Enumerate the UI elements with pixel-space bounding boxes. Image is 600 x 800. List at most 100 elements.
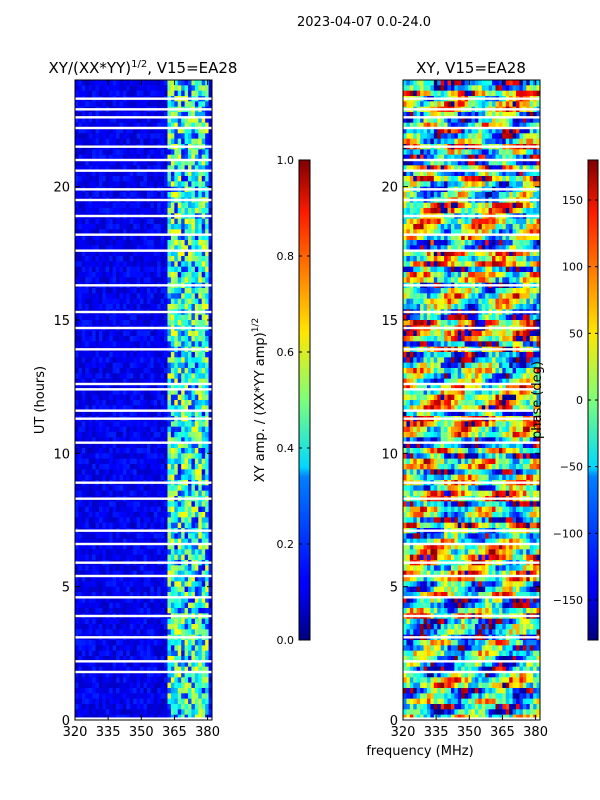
left-heatmap-cell <box>184 501 189 508</box>
left-heatmap-cell <box>153 288 158 294</box>
left-heatmap-cell <box>153 90 158 97</box>
left-heatmap-cell <box>126 485 131 492</box>
left-heatmap-cell <box>184 602 189 609</box>
left-heatmap-cell <box>136 266 141 273</box>
left-heatmap-cell <box>205 677 209 684</box>
left-heatmap-cell <box>126 437 131 444</box>
left-heatmap-cell <box>194 677 199 684</box>
left-heatmap-cell <box>75 624 79 630</box>
left-heatmap-cell <box>119 117 124 124</box>
left-heatmap-cell <box>119 176 124 182</box>
left-heatmap-cell <box>75 256 79 262</box>
left-heatmap-cell <box>181 640 185 646</box>
left-heatmap-cell <box>194 165 199 172</box>
left-heatmap-cell <box>150 650 155 657</box>
left-heatmap-cell <box>92 101 96 108</box>
left-heatmap-cell <box>88 544 93 550</box>
left-heatmap-cell <box>85 485 90 492</box>
left-heatmap-cell <box>191 362 196 369</box>
left-heatmap-cell <box>194 394 199 401</box>
left-heatmap-cell <box>174 80 179 86</box>
left-heatmap-cell <box>116 421 120 428</box>
left-heatmap-cell <box>208 330 213 337</box>
left-heatmap-cell <box>95 288 100 294</box>
left-heatmap-cell <box>153 218 158 225</box>
left-heatmap-cell <box>126 544 131 550</box>
left-heatmap-cell <box>201 293 206 300</box>
left-heatmap-cell <box>208 234 213 241</box>
left-heatmap-cell <box>164 554 168 561</box>
left-heatmap-cell <box>78 138 83 145</box>
left-heatmap-cell <box>153 448 158 454</box>
left-heatmap-cell <box>205 458 209 465</box>
left-heatmap-cell <box>181 138 185 145</box>
left-heatmap-cell <box>164 506 168 513</box>
left-heatmap-cell <box>208 517 213 524</box>
left-heatmap-cell <box>116 629 120 636</box>
right-heatmap-cell <box>430 90 435 97</box>
left-heatmap-cell <box>126 448 131 454</box>
left-heatmap-cell <box>116 693 120 700</box>
left-heatmap-cell <box>177 304 182 310</box>
left-heatmap-cell <box>170 453 175 460</box>
left-heatmap-cell <box>153 437 158 444</box>
left-heatmap-cell <box>133 538 138 545</box>
left-heatmap-cell <box>177 410 182 417</box>
left-heatmap-cell <box>109 192 114 198</box>
left-heatmap-cell <box>102 688 107 694</box>
left-heatmap-cell <box>102 128 107 134</box>
left-heatmap-cell <box>208 208 213 214</box>
left-heatmap-cell <box>208 464 213 470</box>
left-heatmap-cell <box>170 298 175 305</box>
left-heatmap-cell <box>153 490 158 497</box>
left-heatmap-cell <box>105 240 110 246</box>
left-heatmap-cell <box>157 117 162 124</box>
left-heatmap-cell <box>191 442 196 449</box>
left-heatmap-cell <box>177 400 182 406</box>
left-heatmap-cell <box>160 368 165 374</box>
left-heatmap-cell <box>85 592 90 598</box>
left-heatmap-cell <box>170 437 175 444</box>
right-heatmap-cell <box>457 80 462 86</box>
left-heatmap-cell <box>78 442 83 449</box>
left-heatmap-cell <box>150 501 155 508</box>
left-heatmap-cell <box>136 650 141 657</box>
left-heatmap-cell <box>105 117 110 124</box>
left-heatmap-cell <box>157 368 162 374</box>
left-heatmap-cell <box>92 352 96 358</box>
left-heatmap-cell <box>92 117 96 124</box>
left-heatmap-cell <box>119 485 124 492</box>
left-heatmap-cell <box>201 682 206 689</box>
left-heatmap-cell <box>188 709 192 716</box>
left-heatmap-cell <box>184 586 189 593</box>
left-heatmap-cell <box>136 330 141 337</box>
left-heatmap-cell <box>201 522 206 529</box>
left-heatmap-cell <box>194 128 199 134</box>
left-heatmap-cell <box>81 688 86 694</box>
left-heatmap-cell <box>170 293 175 300</box>
left-heatmap-cell <box>174 554 179 561</box>
left-heatmap-cell <box>184 704 189 710</box>
left-heatmap-cell <box>177 293 182 300</box>
left-heatmap-cell <box>75 117 79 124</box>
left-heatmap-cell <box>174 485 179 492</box>
left-heatmap-cell <box>102 277 107 284</box>
left-heatmap-cell <box>167 181 172 188</box>
left-heatmap-cell <box>95 176 100 182</box>
left-heatmap-cell <box>160 581 165 588</box>
left-heatmap-cell <box>75 501 79 508</box>
left-heatmap-cell <box>201 368 206 374</box>
left-heatmap-cell <box>181 362 185 369</box>
left-heatmap-cell <box>78 501 83 508</box>
left-heatmap-cell <box>167 442 172 449</box>
left-heatmap-cell <box>188 112 192 118</box>
left-heatmap-cell <box>112 442 117 449</box>
left-heatmap-cell <box>140 304 144 310</box>
left-heatmap-cell <box>109 437 114 444</box>
left-heatmap-cell <box>194 458 199 465</box>
left-heatmap-cell <box>85 149 90 156</box>
left-heatmap-cell <box>116 405 120 412</box>
left-heatmap-cell <box>75 394 79 401</box>
left-heatmap-cell <box>109 304 114 310</box>
left-heatmap-cell <box>88 426 93 433</box>
